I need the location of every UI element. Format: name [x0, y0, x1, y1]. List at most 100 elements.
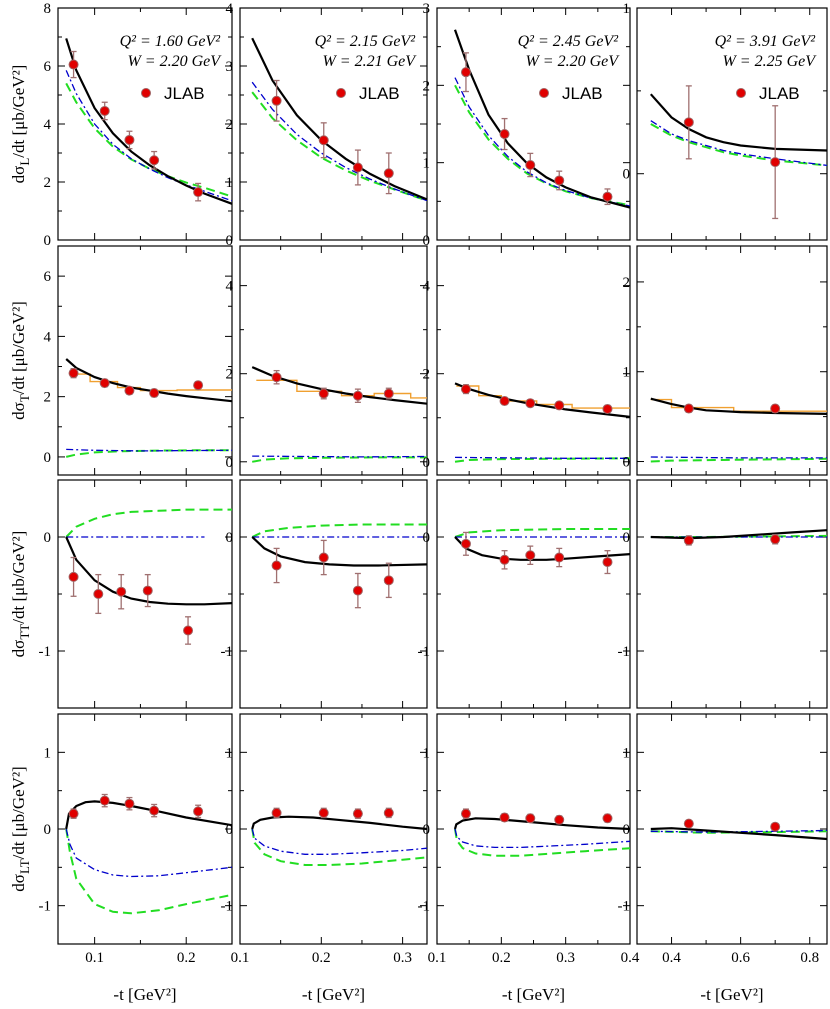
x-tick-label: 0.1	[428, 950, 447, 966]
data-point	[68, 59, 79, 70]
panel-r0-c1: 0 1 2 3 4 Q² = 2.15 GeV² W = 2.21 GeV JLAB	[226, 1, 428, 249]
dashdot-blue-line	[650, 456, 827, 459]
solid-black-line	[65, 800, 232, 830]
dashed-green-line	[454, 528, 630, 538]
dashdot-blue-line	[454, 456, 630, 459]
y-tick-label: 1	[623, 745, 631, 761]
data-point	[683, 403, 694, 414]
dashdot-blue-line	[650, 120, 827, 167]
y-tick-label: 0	[226, 530, 234, 546]
panel-frame	[57, 245, 233, 476]
panel-r1-c0: 0 2 4 6	[44, 245, 233, 476]
panel-r0-c0: 0 2 4 6 8 Q² = 1.60 GeV² W = 2.20 GeV JLAB	[44, 1, 233, 249]
data-point	[525, 813, 536, 824]
panel-r1-c1: 0 2 4	[226, 245, 428, 476]
legend-marker	[736, 88, 746, 98]
data-point	[383, 807, 394, 818]
dashed-green-line	[650, 457, 827, 463]
w-label: W = 2.21 GeV	[322, 53, 417, 70]
y-tick-label: 1	[423, 156, 431, 172]
data-point	[602, 191, 613, 202]
data-point	[124, 385, 135, 396]
solid-black-line	[650, 529, 827, 540]
x-tick-label: 0.2	[177, 950, 196, 966]
plot-area	[251, 366, 427, 463]
plot-area	[650, 529, 827, 546]
data-point	[525, 398, 536, 409]
dashed-green-line	[65, 508, 232, 538]
data-point	[499, 812, 510, 823]
y-tick-label: 0	[623, 167, 631, 183]
data-point	[602, 403, 613, 414]
y-tick-label: 0	[623, 455, 631, 471]
data-point	[525, 159, 536, 170]
y-tick-label: 2	[623, 275, 631, 291]
y-tick-label: 1	[623, 1, 631, 17]
panel-r0-c2: 0 1 2 3 Q² = 2.45 GeV² W = 2.20 GeV JLAB	[423, 1, 631, 249]
panel-frame	[239, 713, 428, 945]
y-tick-label: 4	[226, 279, 234, 295]
x-tick-label: 0.3	[556, 950, 575, 966]
y-tick-label: 1	[423, 745, 431, 761]
y-tick-label: 6	[44, 269, 52, 285]
data-point	[602, 813, 613, 824]
panel-r2-c0: -1 0	[39, 479, 233, 709]
plot-area	[65, 508, 232, 645]
panel-frame	[436, 713, 631, 945]
y-tick-label: -1	[39, 644, 52, 660]
data-point	[124, 798, 135, 809]
y-tick-label: -1	[221, 899, 234, 915]
solid-black-line	[251, 815, 427, 831]
dashed-green-line	[251, 91, 427, 202]
data-point	[183, 625, 194, 636]
x-tick-label: 0.8	[800, 950, 819, 966]
data-point	[352, 585, 363, 596]
w-label: W = 2.25 GeV	[722, 53, 817, 70]
dashed-green-line	[454, 828, 630, 857]
panel-r3-c2: -1 0 1 0.1 0.2 0.3 0.4 -t [GeV²]	[418, 713, 640, 1004]
data-point	[352, 808, 363, 819]
panel-frame	[436, 245, 631, 476]
solid-black-line	[454, 536, 630, 561]
panel-r1-c2: 0 2 4	[423, 245, 631, 476]
data-point	[318, 135, 329, 146]
y-tick-label: 0	[44, 822, 52, 838]
y-tick-label: 0	[44, 530, 52, 546]
plot-area	[453, 29, 630, 209]
data-point	[193, 380, 204, 391]
dashed-green-line	[65, 82, 232, 198]
y-tick-label: 0	[226, 455, 234, 471]
panel-r3-c0: -1 0 1 0.1 0.2 -t [GeV²]	[39, 713, 233, 1004]
dashdot-blue-line	[252, 455, 427, 458]
data-point	[554, 175, 565, 186]
dashdot-blue-line	[454, 77, 630, 207]
y-tick-label: -1	[221, 644, 234, 660]
panel-r0-c3: 0 1 Q² = 3.91 GeV² W = 2.25 GeV JLAB	[623, 1, 828, 241]
dashed-green-line	[251, 523, 427, 538]
histogram-line	[256, 379, 427, 399]
y-tick-label: 1	[226, 745, 234, 761]
plot-area	[65, 358, 232, 458]
y-tick-label: 4	[44, 117, 52, 133]
plot-area	[454, 382, 630, 463]
y-tick-label: 0	[423, 822, 431, 838]
dashdot-blue-line	[650, 829, 827, 833]
data-point	[770, 403, 781, 414]
data-point	[318, 388, 329, 399]
panel-frame	[239, 479, 428, 709]
w-label: W = 2.20 GeV	[127, 53, 222, 70]
data-point	[352, 390, 363, 401]
y-tick-label: 0	[623, 530, 631, 546]
data-point	[460, 67, 471, 78]
plot-area	[454, 528, 630, 575]
panel-frame	[636, 7, 828, 241]
legend-marker	[336, 88, 346, 98]
plot-area	[251, 37, 427, 202]
data-point	[683, 818, 694, 829]
y-tick-label: 2	[423, 78, 431, 94]
y-tick-label: 1	[44, 745, 52, 761]
x-tick-label: 0.3	[393, 950, 412, 966]
panel-frame	[239, 245, 428, 476]
data-point	[525, 550, 536, 561]
